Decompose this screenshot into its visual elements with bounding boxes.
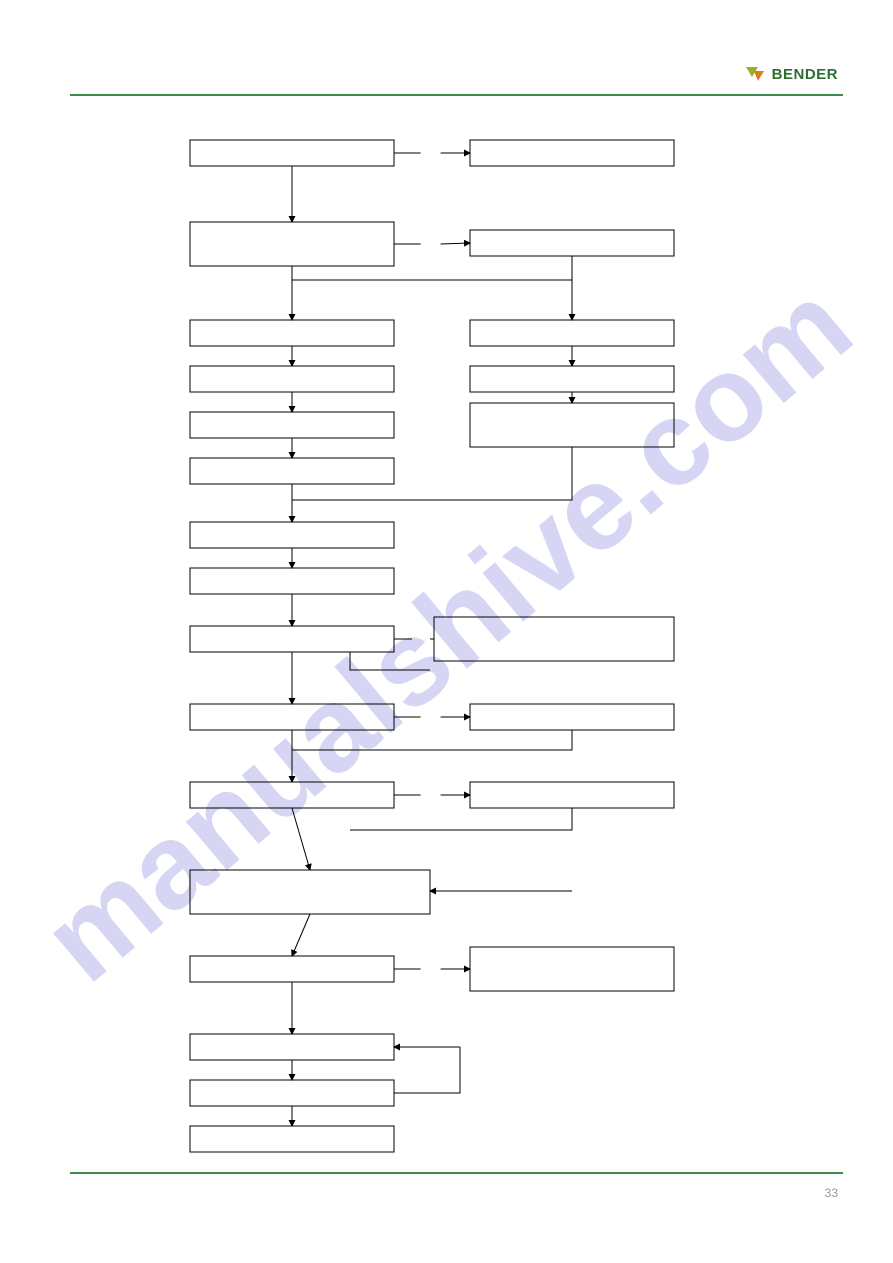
flow-node-L12 [190, 870, 430, 914]
flow-node-L11 [190, 782, 394, 808]
brand-logo-text: BENDER [772, 66, 838, 83]
brand-logo-mark [744, 63, 766, 85]
flow-node-L2 [190, 222, 394, 266]
flow-node-L6 [190, 458, 394, 484]
header-rule [70, 94, 843, 96]
flow-node-R9 [434, 617, 674, 661]
flow-node-R3 [470, 320, 674, 346]
flow-node-L14 [190, 1034, 394, 1060]
flow-node-R10 [470, 704, 674, 730]
flow-node-R4 [470, 366, 674, 392]
flowchart [70, 130, 843, 1163]
footer-rule [70, 1172, 843, 1174]
flow-node-R1 [470, 140, 674, 166]
flow-node-L9 [190, 626, 394, 652]
page-number: 33 [825, 1186, 838, 1200]
brand-logo: BENDER [744, 63, 838, 85]
flow-node-L8 [190, 568, 394, 594]
flow-node-R5 [470, 403, 674, 447]
flow-node-R11 [470, 782, 674, 808]
flow-node-L15 [190, 1080, 394, 1106]
flow-node-R13 [470, 947, 674, 991]
flow-node-L13 [190, 956, 394, 982]
flow-node-L4 [190, 366, 394, 392]
flow-node-L16 [190, 1126, 394, 1152]
flow-node-L10 [190, 704, 394, 730]
flow-node-R2 [470, 230, 674, 256]
flow-node-L3 [190, 320, 394, 346]
flow-node-L7 [190, 522, 394, 548]
flow-node-L1 [190, 140, 394, 166]
flow-node-L5 [190, 412, 394, 438]
